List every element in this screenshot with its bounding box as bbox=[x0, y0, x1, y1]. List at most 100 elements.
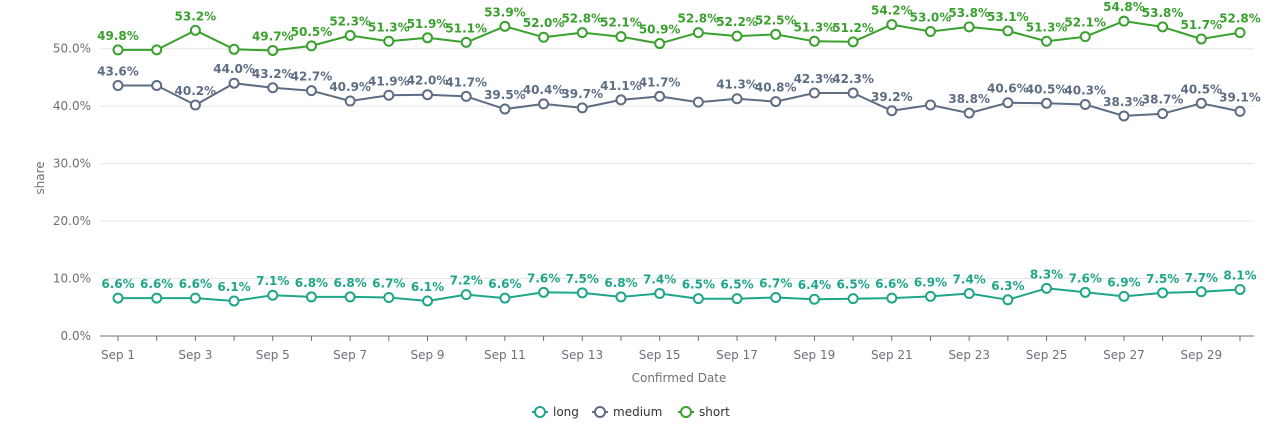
data-point-medium[interactable] bbox=[963, 107, 975, 119]
data-point-long[interactable] bbox=[1041, 282, 1053, 294]
data-point-short[interactable] bbox=[924, 25, 936, 37]
data-point-medium[interactable] bbox=[1002, 97, 1014, 109]
data-point-long[interactable] bbox=[1002, 294, 1014, 306]
data-point-medium[interactable] bbox=[1195, 97, 1207, 109]
data-point-short[interactable] bbox=[422, 32, 434, 44]
data-point-short[interactable] bbox=[305, 40, 317, 52]
data-point-medium[interactable] bbox=[344, 95, 356, 107]
data-point-long[interactable] bbox=[499, 292, 511, 304]
data-point-long[interactable] bbox=[924, 290, 936, 302]
data-point-short[interactable] bbox=[576, 27, 588, 39]
data-point-short[interactable] bbox=[460, 36, 472, 48]
legend-label: medium bbox=[613, 405, 662, 419]
data-label-short: 52.0% bbox=[523, 16, 565, 30]
data-point-short[interactable] bbox=[731, 30, 743, 42]
data-point-short[interactable] bbox=[267, 44, 279, 56]
data-point-short[interactable] bbox=[189, 24, 201, 36]
data-point-medium[interactable] bbox=[847, 87, 859, 99]
data-point-short[interactable] bbox=[692, 27, 704, 39]
data-point-long[interactable] bbox=[731, 293, 743, 305]
data-point-long[interactable] bbox=[808, 293, 820, 305]
data-point-long[interactable] bbox=[189, 292, 201, 304]
data-point-short[interactable] bbox=[1002, 25, 1014, 37]
x-tick-label: Sep 13 bbox=[561, 348, 603, 362]
data-point-long[interactable] bbox=[615, 291, 627, 303]
data-point-short[interactable] bbox=[847, 36, 859, 48]
data-point-medium[interactable] bbox=[499, 103, 511, 115]
data-point-medium[interactable] bbox=[924, 99, 936, 111]
data-point-short[interactable] bbox=[654, 38, 666, 50]
data-point-short[interactable] bbox=[615, 31, 627, 43]
data-point-long[interactable] bbox=[267, 289, 279, 301]
data-point-long[interactable] bbox=[112, 292, 124, 304]
data-point-short[interactable] bbox=[1234, 27, 1246, 39]
data-point-long[interactable] bbox=[1234, 283, 1246, 295]
data-point-short[interactable] bbox=[1079, 31, 1091, 43]
data-point-medium[interactable] bbox=[692, 96, 704, 108]
data-point-short[interactable] bbox=[1157, 21, 1169, 33]
data-point-medium[interactable] bbox=[228, 77, 240, 89]
data-point-short[interactable] bbox=[499, 20, 511, 32]
data-point-long[interactable] bbox=[1157, 287, 1169, 299]
data-point-short[interactable] bbox=[808, 35, 820, 47]
data-point-short[interactable] bbox=[151, 44, 163, 56]
data-point-long[interactable] bbox=[770, 292, 782, 304]
data-point-medium[interactable] bbox=[615, 94, 627, 106]
data-point-medium[interactable] bbox=[1079, 98, 1091, 110]
data-point-long[interactable] bbox=[692, 293, 704, 305]
data-point-long[interactable] bbox=[344, 291, 356, 303]
data-point-long[interactable] bbox=[1195, 286, 1207, 298]
data-point-medium[interactable] bbox=[886, 105, 898, 117]
data-point-medium[interactable] bbox=[1041, 97, 1053, 109]
data-point-medium[interactable] bbox=[1157, 108, 1169, 120]
data-point-short[interactable] bbox=[963, 21, 975, 33]
x-tick-label: Sep 5 bbox=[256, 348, 290, 362]
legend[interactable]: long medium short bbox=[532, 405, 730, 419]
data-point-medium[interactable] bbox=[1118, 110, 1130, 122]
data-point-medium[interactable] bbox=[305, 85, 317, 97]
data-point-short[interactable] bbox=[344, 30, 356, 42]
data-point-long[interactable] bbox=[460, 289, 472, 301]
data-point-short[interactable] bbox=[770, 28, 782, 40]
data-point-short[interactable] bbox=[538, 31, 550, 43]
data-point-medium[interactable] bbox=[383, 89, 395, 101]
data-point-long[interactable] bbox=[847, 293, 859, 305]
data-point-long[interactable] bbox=[538, 286, 550, 298]
data-point-medium[interactable] bbox=[267, 82, 279, 94]
data-point-medium[interactable] bbox=[422, 89, 434, 101]
data-point-long[interactable] bbox=[576, 287, 588, 299]
data-point-long[interactable] bbox=[151, 292, 163, 304]
data-point-long[interactable] bbox=[383, 292, 395, 304]
data-point-medium[interactable] bbox=[654, 90, 666, 102]
data-point-short[interactable] bbox=[1041, 35, 1053, 47]
data-point-short[interactable] bbox=[1195, 33, 1207, 45]
data-point-short[interactable] bbox=[383, 35, 395, 47]
data-point-medium[interactable] bbox=[731, 93, 743, 105]
legend-item-short[interactable]: short bbox=[678, 405, 730, 419]
data-point-medium[interactable] bbox=[538, 98, 550, 110]
x-tick-label: Sep 15 bbox=[639, 348, 681, 362]
data-point-long[interactable] bbox=[305, 291, 317, 303]
data-point-medium[interactable] bbox=[189, 99, 201, 111]
data-point-medium[interactable] bbox=[151, 79, 163, 91]
data-point-short[interactable] bbox=[228, 43, 240, 55]
data-label-long: 7.5% bbox=[1146, 272, 1179, 286]
data-point-long[interactable] bbox=[654, 287, 666, 299]
data-point-short[interactable] bbox=[1118, 15, 1130, 27]
data-point-medium[interactable] bbox=[808, 87, 820, 99]
legend-item-medium[interactable]: medium bbox=[592, 405, 662, 419]
data-point-long[interactable] bbox=[1118, 290, 1130, 302]
data-point-medium[interactable] bbox=[576, 102, 588, 114]
data-point-medium[interactable] bbox=[770, 96, 782, 108]
data-point-short[interactable] bbox=[886, 19, 898, 31]
data-point-long[interactable] bbox=[886, 292, 898, 304]
legend-item-long[interactable]: long bbox=[532, 405, 579, 419]
data-point-medium[interactable] bbox=[460, 90, 472, 102]
data-point-medium[interactable] bbox=[1234, 105, 1246, 117]
data-point-short[interactable] bbox=[112, 44, 124, 56]
data-point-long[interactable] bbox=[1079, 286, 1091, 298]
data-point-medium[interactable] bbox=[112, 79, 124, 91]
data-point-long[interactable] bbox=[422, 295, 434, 307]
data-point-long[interactable] bbox=[228, 295, 240, 307]
data-point-long[interactable] bbox=[963, 287, 975, 299]
